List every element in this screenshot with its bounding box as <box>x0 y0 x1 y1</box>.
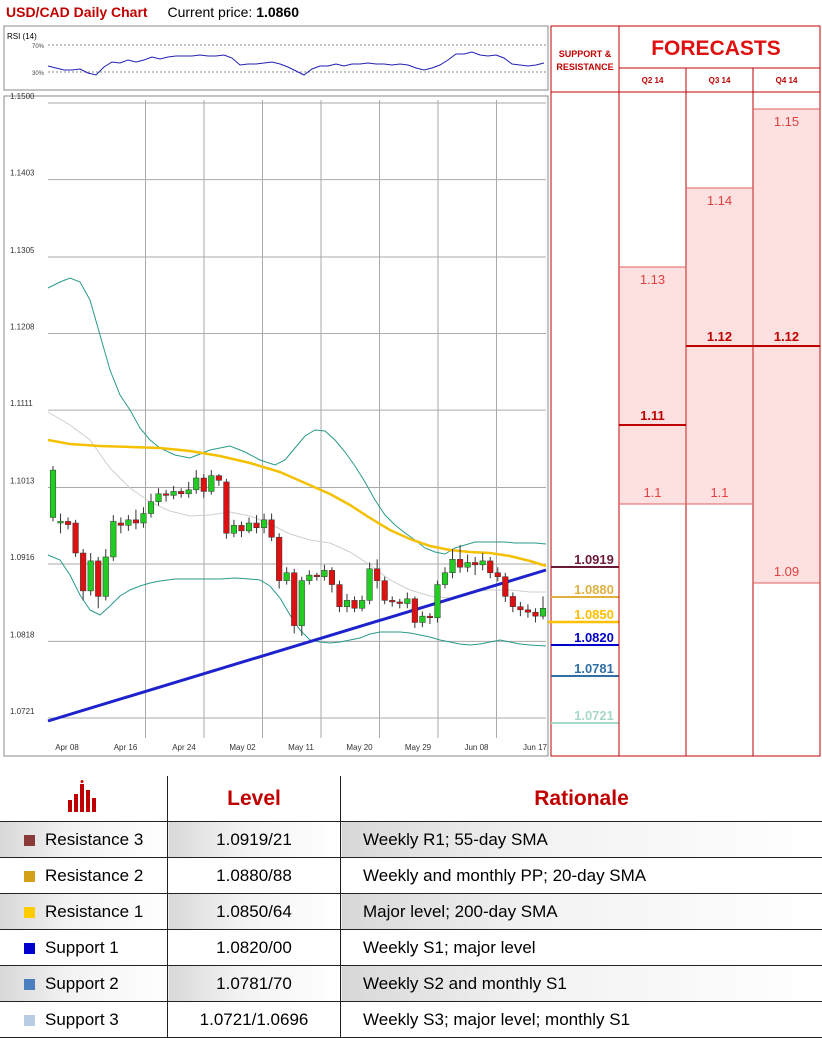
table-row: Support 3 1.0721/1.0696 Weekly S3; major… <box>0 1002 822 1038</box>
y-tick-label: 1.1013 <box>10 476 35 485</box>
forecast-quarter-label: Q3 14 <box>709 76 731 85</box>
rsi-label: RSI (14) <box>7 32 37 41</box>
bar-chart-icon <box>67 780 101 812</box>
x-tick-label: May 02 <box>229 743 256 752</box>
sr-level-label: 1.0919 <box>574 552 614 567</box>
row-rationale: Major level; 200-day SMA <box>341 894 822 930</box>
row-rationale: Weekly S3; major level; monthly S1 <box>341 1002 822 1038</box>
color-swatch <box>24 835 35 846</box>
sr-level-label: 1.0880 <box>574 582 614 597</box>
candle <box>435 581 441 623</box>
table-row: Resistance 2 1.0880/88 Weekly and monthl… <box>0 858 822 894</box>
sr-level-label: 1.0781 <box>574 661 614 676</box>
candle <box>382 577 388 605</box>
sr-level-label: 1.0820 <box>574 630 614 645</box>
forecast-level-label: 1.13 <box>640 272 665 287</box>
color-swatch <box>24 943 35 954</box>
forecast-level-label: 1.12 <box>774 329 799 344</box>
color-swatch <box>24 907 35 918</box>
sr-level-label: 1.0721 <box>574 708 614 723</box>
candle <box>291 569 297 634</box>
row-name: Support 2 <box>45 974 119 993</box>
y-tick-label: 1.1403 <box>10 169 35 178</box>
row-level: 1.0919/21 <box>168 822 341 858</box>
levels-table: Level Rationale Resistance 3 1.0919/21 W… <box>0 776 822 1038</box>
x-tick-label: May 11 <box>288 743 314 752</box>
color-swatch <box>24 871 35 882</box>
sr-level-label: 1.0850 <box>574 607 614 622</box>
y-tick-label: 1.1500 <box>10 92 35 101</box>
candle <box>73 520 79 557</box>
color-swatch <box>24 1015 35 1026</box>
table-row: Resistance 1 1.0850/64 Major level; 200-… <box>0 894 822 930</box>
x-tick-label: Apr 16 <box>114 743 138 752</box>
row-name: Support 1 <box>45 938 119 957</box>
rsi-upper-label: 70% <box>32 44 45 50</box>
row-level: 1.0781/70 <box>168 966 341 1002</box>
candle <box>111 515 117 561</box>
y-tick-label: 1.1208 <box>10 323 35 332</box>
forecast-quarter-label: Q2 14 <box>642 76 664 85</box>
candle <box>276 533 282 588</box>
y-tick-label: 1.0721 <box>10 707 35 716</box>
table-row: Resistance 3 1.0919/21 Weekly R1; 55-day… <box>0 822 822 858</box>
candle <box>50 466 56 521</box>
y-tick-label: 1.1305 <box>10 246 35 255</box>
rsi-lower-label: 30% <box>32 71 45 77</box>
row-rationale: Weekly S1; major level <box>341 930 822 966</box>
row-level: 1.0721/1.0696 <box>168 1002 341 1038</box>
row-name: Support 3 <box>45 1010 119 1029</box>
x-axis-ticks: Apr 08 Apr 16 Apr 24 May 02 May 11 May 20 May … <box>55 743 547 752</box>
y-tick-label: 1.0818 <box>10 630 35 639</box>
x-tick-label: May 20 <box>346 743 373 752</box>
candle <box>103 549 109 600</box>
support-resistance-column: SUPPORT & RESISTANCE 1.0919 1.0880 1.0850 1… <box>548 26 619 756</box>
forecast-level-label: 1.09 <box>774 564 799 579</box>
sr-header-line2: RESISTANCE <box>556 62 613 72</box>
header-icon-cell <box>0 776 168 822</box>
forecast-level-label: 1.1 <box>643 485 661 500</box>
row-name: Resistance 1 <box>45 902 143 921</box>
row-name: Resistance 2 <box>45 866 143 885</box>
forecast-quarter-label: Q4 14 <box>776 76 798 85</box>
forecast-column: Q4 14 1.15 1.12 1.09 <box>753 76 820 583</box>
y-tick-label: 1.1111 <box>10 399 33 408</box>
forecast-level-label: 1.11 <box>640 408 665 423</box>
row-rationale: Weekly R1; 55-day SMA <box>341 822 822 858</box>
row-rationale: Weekly and monthly PP; 20-day SMA <box>341 858 822 894</box>
color-swatch <box>24 979 35 990</box>
row-level: 1.0850/64 <box>168 894 341 930</box>
rationale-column-header: Rationale <box>341 776 822 822</box>
candle <box>224 479 230 539</box>
row-level: 1.0820/00 <box>168 930 341 966</box>
rsi-panel: RSI (14) 70% 30% <box>4 26 548 90</box>
row-rationale: Weekly S2 and monthly S1 <box>341 966 822 1002</box>
forecast-level-label: 1.15 <box>774 114 799 129</box>
forecasts-title: FORECASTS <box>651 37 781 60</box>
x-tick-label: Jun 17 <box>523 743 548 752</box>
chart-area: RSI (14) 70% 30% 1.1500 1.1403 1.1305 1.120… <box>0 0 822 762</box>
x-tick-label: Jun 08 <box>464 743 489 752</box>
table-row: Support 1 1.0820/00 Weekly S1; major lev… <box>0 930 822 966</box>
main-chart-frame <box>4 96 548 756</box>
x-tick-label: Apr 24 <box>172 743 196 752</box>
x-tick-label: Apr 08 <box>55 743 79 752</box>
forecasts-panel: FORECASTS Q2 14 1.13 1.11 1.1 Q3 14 1.14 1.12 1… <box>619 26 820 756</box>
row-level: 1.0880/88 <box>168 858 341 894</box>
y-tick-label: 1.0916 <box>10 553 35 562</box>
forecast-level-label: 1.14 <box>707 193 732 208</box>
row-name: Resistance 3 <box>45 830 143 849</box>
table-row: Support 2 1.0781/70 Weekly S2 and monthl… <box>0 966 822 1002</box>
forecast-level-label: 1.1 <box>710 485 728 500</box>
forecast-level-label: 1.12 <box>707 329 732 344</box>
levels-table-header: Level Rationale <box>0 776 822 822</box>
x-tick-label: May 29 <box>405 743 432 752</box>
sr-header-line1: SUPPORT & <box>559 49 612 59</box>
candle <box>367 562 373 604</box>
level-column-header: Level <box>168 776 341 822</box>
